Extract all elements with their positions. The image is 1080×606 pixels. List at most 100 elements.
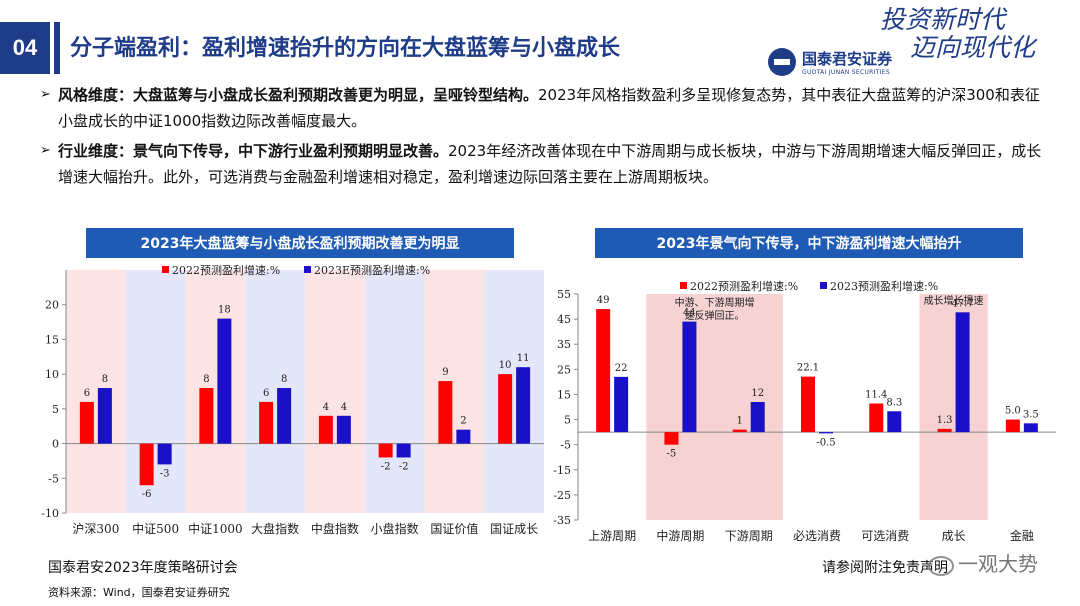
bar-2022 <box>139 443 154 486</box>
bar-2023 <box>217 318 232 444</box>
y-tick-label: 5 <box>564 414 571 427</box>
data-label: 49 <box>597 295 610 306</box>
x-tick-label: 小盘指数 <box>371 521 419 536</box>
wechat-icon <box>928 555 954 576</box>
data-label: 47.7 <box>951 298 973 309</box>
bar-2022 <box>498 374 513 444</box>
bar-2022 <box>259 401 274 444</box>
data-label: 4 <box>341 402 347 413</box>
bar-2022 <box>732 429 747 433</box>
data-label: 44 <box>683 308 696 319</box>
y-tick-label: 5 <box>52 403 59 416</box>
data-label: 11 <box>517 353 530 364</box>
data-label: 22 <box>615 363 628 374</box>
data-label: 5.0 <box>1005 406 1021 417</box>
bar-2023 <box>456 429 471 444</box>
category-band <box>424 270 485 513</box>
legend-label: 2023预测盈利增速:% <box>830 279 938 293</box>
data-label: 12 <box>751 388 764 399</box>
legend-label: 2022预测盈利增速:% <box>172 263 280 277</box>
y-tick-label: 45 <box>557 313 571 326</box>
chart-2-title: 2023年景气向下传导，中下游盈利增速大幅抬升 <box>595 228 1023 258</box>
annotation-midstream-line2: 速反弹回正。 <box>685 309 745 322</box>
category-band <box>364 270 425 513</box>
y-tick-label: -10 <box>41 507 59 520</box>
bar-2023 <box>1023 423 1038 433</box>
data-label: 9 <box>442 367 448 378</box>
bar-2023 <box>614 376 629 433</box>
slogan: 投资新时代 迈向现代化 <box>880 6 1070 62</box>
bar-2023 <box>955 312 970 433</box>
footer-disclaimer: 请参阅附注免责声明 <box>822 560 948 576</box>
data-label: -6 <box>142 489 152 500</box>
data-label: 1 <box>737 416 743 427</box>
bullet-industry-text: 2023年经济改善体现在中下游周期与成长板块，中游与下游周期增速大幅反弹回正，成… <box>58 142 1042 186</box>
bar-2022 <box>869 403 884 433</box>
chart-1: -10 -5 0 5 10 15 20 6 -6 8 6 4 -2 9 10 8 -3 18 8 4 -2 2 11 沪深30… <box>41 263 544 536</box>
data-label: -0.5 <box>816 437 835 448</box>
x-tick-label: 可选消费 <box>861 529 909 543</box>
arrow-bullet-icon: ➢ <box>40 143 51 158</box>
data-label: -2 <box>381 461 391 472</box>
bar-2023 <box>396 443 411 458</box>
data-label: 8.3 <box>886 397 902 408</box>
watermark-text: 一观大势 <box>958 552 1038 576</box>
bullet-style-text: 2023年风格指数盈利多呈现修复态势，其中表征大盘蓝筹的沪深300和表征小盘成长… <box>58 86 1040 130</box>
bar-2023 <box>277 388 292 444</box>
y-tick-label: -25 <box>553 489 571 502</box>
logo-icon <box>768 48 796 76</box>
bar-2023 <box>336 415 351 444</box>
category-band <box>484 270 544 513</box>
x-tick-label: 上游周期 <box>588 529 636 543</box>
legend-swatch <box>162 266 169 273</box>
bullet-list: ➢ 风格维度：大盘蓝筹与小盘成长盈利预期改善更为明显，呈哑铃型结构。2023年风… <box>40 82 1050 194</box>
bar-2023 <box>516 367 531 444</box>
bar-2023 <box>682 321 697 433</box>
section-number: 04 <box>0 22 50 74</box>
bullet-industry: ➢ 行业维度：景气向下传导，中下游行业盈利预期明显改善。2023年经济改善体现在… <box>40 138 1050 190</box>
footer-source: 资料来源：Wind，国泰君安证券研究 <box>48 586 230 599</box>
data-label: 3.5 <box>1023 409 1039 420</box>
y-tick-label: -5 <box>560 439 571 452</box>
x-tick-label: 必选消费 <box>793 529 841 543</box>
data-label: 22.1 <box>797 363 819 374</box>
bar-2022 <box>438 381 453 444</box>
data-label: 18 <box>218 305 231 316</box>
slogan-line-2: 迈向现代化 <box>910 33 1036 62</box>
slogan-line-1: 投资新时代 <box>880 5 1006 34</box>
y-tick-label: -5 <box>48 472 59 485</box>
bullet-style: ➢ 风格维度：大盘蓝筹与小盘成长盈利预期改善更为明显，呈哑铃型结构。2023年风… <box>40 82 1050 134</box>
category-band <box>185 270 246 513</box>
y-tick-label: 20 <box>45 299 59 312</box>
data-label: 8 <box>203 374 209 385</box>
x-tick-label: 中游周期 <box>656 528 704 543</box>
bullet-industry-heading: 行业维度：景气向下传导，中下游行业盈利预期明显改善。 <box>58 142 449 160</box>
data-label: 11.4 <box>865 389 887 400</box>
data-label: 6 <box>263 388 269 399</box>
bar-2022 <box>801 376 815 433</box>
title-accent-bar <box>54 22 60 74</box>
data-label: 4 <box>323 402 329 413</box>
category-band <box>245 270 305 513</box>
bar-2022 <box>199 388 214 444</box>
chart-1-title: 2023年大盘蓝筹与小盘成长盈利预期改善更为明显 <box>86 228 514 258</box>
annotation-midstream: 中游、下游周期增 <box>675 296 755 309</box>
y-tick-label: 55 <box>557 288 571 301</box>
y-tick-label: 0 <box>52 438 59 451</box>
legend-swatch <box>820 282 827 289</box>
data-label: 1.3 <box>937 415 953 426</box>
bar-2022 <box>664 432 679 445</box>
bar-2022 <box>79 401 94 444</box>
x-tick-label: 沪深300 <box>72 522 119 536</box>
company-logo: 国泰君安证券 GUOTAI JUNAN SECURITIES <box>768 48 892 76</box>
data-label: 8 <box>102 374 108 385</box>
data-label: -3 <box>160 468 170 479</box>
arrow-bullet-icon: ➢ <box>40 87 51 102</box>
category-band <box>305 270 365 513</box>
data-label: -2 <box>399 461 409 472</box>
x-tick-label: 大盘指数 <box>251 521 299 536</box>
legend-swatch <box>304 266 311 273</box>
x-tick-label: 成长 <box>942 529 966 543</box>
legend-label: 2023E预测盈利增速:% <box>314 263 430 277</box>
page-title: 分子端盈利：盈利增速抬升的方向在大盘蓝筹与小盘成长 <box>70 36 621 61</box>
